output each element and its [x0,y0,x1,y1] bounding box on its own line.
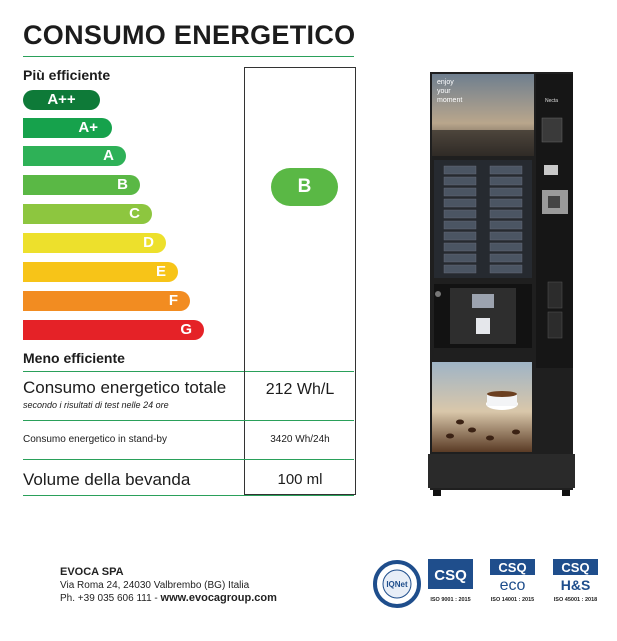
total-consumption-subtitle: secondo i risultati di test nelle 24 ore [23,400,169,410]
row-divider [23,495,354,496]
least-efficient-label: Meno efficiente [23,350,125,366]
company-info: EVOCA SPA Via Roma 24, 24030 Valbrembo (… [60,566,277,605]
energy-class-bar-f: F [23,291,190,311]
energy-class-label: A++ [47,91,76,108]
csq-eco-logo-icon [490,559,535,575]
energy-class-bar-g: G [23,320,204,340]
beverage-volume-label: Volume della bevanda [23,470,191,489]
total-consumption-value: 212 Wh/L [265,381,335,398]
company-address: Via Roma 24, 24030 Valbrembo (BG) Italia [60,580,250,591]
vending-machine-image: enjoy your moment Necta [428,72,575,496]
energy-class-label: F [168,292,178,309]
energy-class-bar-e: E [23,262,178,282]
energy-class-label: A+ [78,119,98,136]
company-phone: Ph. +39 035 606 111 - [60,593,161,604]
csq-logo-icon [428,559,473,589]
svg-text:CSQ: CSQ [561,560,589,575]
energy-class-bar-a: A [23,146,126,166]
svg-text:CSQ: CSQ [434,567,467,584]
most-efficient-label: Più efficiente [23,67,111,83]
screen-text-line: your [437,88,451,95]
title-divider [23,56,354,57]
company-website-link[interactable]: www.evocagroup.com [160,592,277,604]
csq-hs-logo-icon [553,559,598,575]
svg-text:eco: eco [500,577,526,594]
company-name: EVOCA SPA [60,566,124,578]
rating-column [244,67,356,495]
certification-logos: CSQ ISO 9001 : 2015 CSQ eco ISO 14001 : … [428,559,598,603]
energy-class-bar-d: D [23,233,166,253]
energy-class-label: C [129,205,140,222]
iqnet-seal-icon: IQNet [373,560,421,608]
beverage-volume-value: 100 ml [277,471,323,488]
iso-9001-label: ISO 9001 : 2015 [430,597,470,603]
row-divider [23,420,354,421]
scale-divider [23,371,354,372]
brand-logo: Necta [545,98,558,104]
row-divider [23,459,354,460]
iso-45001-label: ISO 45001 : 2018 [554,597,597,603]
energy-class-label: B [117,176,128,193]
svg-text:CSQ: CSQ [498,560,526,575]
energy-class-label: G [180,321,192,338]
svg-text:IQNet: IQNet [386,580,408,589]
energy-class-label: A [103,147,114,164]
energy-class-label: E [155,263,166,280]
energy-class-bar-b: B [23,175,140,195]
energy-class-bar-app: A++ [23,90,100,110]
page-title: CONSUMO ENERGETICO [23,20,356,50]
energy-class-bar-c: C [23,204,152,224]
screen-text-line: enjoy [437,79,454,86]
svg-text:H&S: H&S [561,577,591,593]
total-consumption-label: Consumo energetico totale [23,378,227,397]
screen-text-line: moment [437,97,462,104]
standby-consumption-label: Consumo energetico in stand-by [23,434,167,445]
standby-consumption-value: 3420 Wh/24h [270,434,330,445]
energy-class-label: D [143,234,154,251]
energy-class-bar-ap: A+ [23,118,112,138]
rating-badge: B [271,168,338,206]
iso-14001-label: ISO 14001 : 2015 [491,597,534,603]
